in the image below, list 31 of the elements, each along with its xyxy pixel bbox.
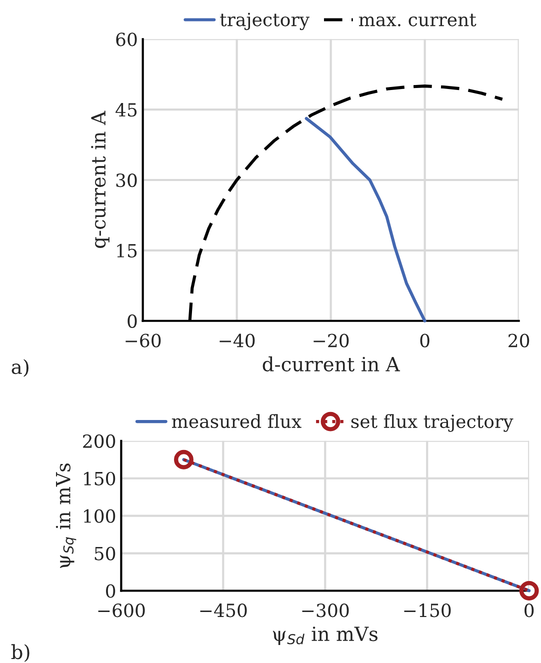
x-tick-label: −450	[200, 604, 247, 618]
legend-label: measured flux	[172, 414, 302, 428]
x-tick-label: −60	[126, 334, 161, 348]
y-tick-label: 100	[84, 509, 116, 523]
text: a)	[12, 359, 28, 377]
y-tick-label: 30	[116, 173, 137, 188]
x-tick-label: −20	[314, 334, 349, 348]
y-tick-label: 0	[106, 584, 116, 598]
y-tick-label: 45	[116, 103, 137, 117]
y-tick-label: 150	[84, 472, 116, 486]
text: b)	[11, 644, 30, 662]
x-axis-title: ψ$_{Sd}$ in mVs	[272, 626, 378, 645]
x-tick-label: −40	[220, 334, 255, 348]
x-tick-label: 0	[524, 604, 534, 618]
x-tick-label: −150	[404, 604, 451, 618]
x-tick-label: 20	[508, 334, 530, 348]
x-tick-label: 0	[420, 334, 430, 348]
y-tick-label: 60	[116, 32, 137, 46]
y-tick-label: 15	[117, 244, 137, 258]
line-series	[304, 116, 426, 322]
x-tick-label: −300	[302, 604, 349, 618]
legend-label: max. current	[358, 14, 476, 26]
y-axis-title: ψ$_{Sq}$ in mVs	[56, 463, 76, 568]
y-tick-label: 50	[94, 546, 116, 560]
x-tick-label: −600	[98, 604, 145, 618]
legend-label: trajectory	[220, 12, 310, 30]
x-axis-title: d-current in A	[262, 356, 400, 372]
y-axis-title: q-current in A	[91, 110, 110, 248]
y-tick-label: 200	[83, 434, 116, 448]
y-tick-label: 0	[128, 314, 137, 328]
legend-label: set flux trajectory	[351, 414, 514, 432]
